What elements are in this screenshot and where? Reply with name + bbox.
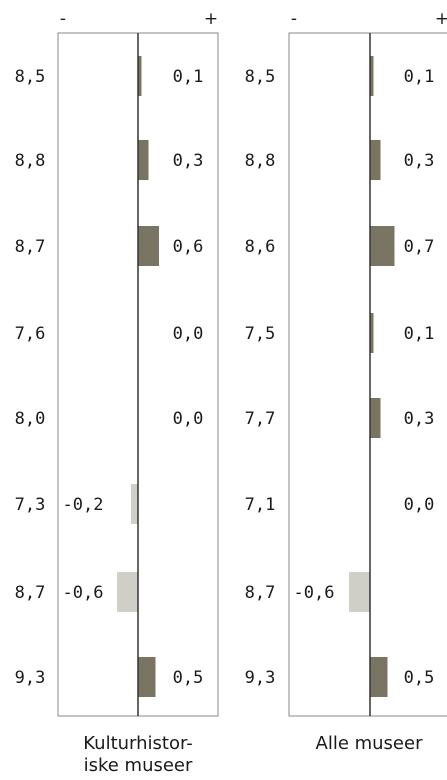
score-label: 8,8	[15, 151, 46, 171]
score-label: 7,1	[245, 495, 276, 515]
panel-alle-plus-label: +	[435, 9, 447, 29]
value-label: 0,1	[404, 324, 435, 344]
bar	[138, 226, 159, 266]
score-label: 8,8	[245, 151, 276, 171]
bar	[370, 56, 374, 96]
score-label: 8,7	[15, 237, 46, 257]
score-label: 8,6	[245, 237, 276, 257]
value-label: -0,6	[63, 583, 104, 603]
value-label: 0,3	[173, 151, 204, 171]
score-label: 8,0	[15, 409, 46, 429]
bar	[117, 572, 138, 612]
score-label: 8,7	[15, 583, 46, 603]
bar	[349, 572, 370, 612]
score-label: 8,5	[245, 67, 276, 87]
panel-alle-caption: Alle museer	[316, 733, 424, 754]
score-label: 7,3	[15, 495, 46, 515]
bar	[370, 226, 395, 266]
value-label: -0,6	[294, 583, 335, 603]
value-label: 0,3	[404, 409, 435, 429]
value-label: 0,1	[173, 67, 204, 87]
value-label: 0,0	[173, 409, 204, 429]
score-label: 7,5	[245, 324, 276, 344]
score-label: 7,6	[15, 324, 46, 344]
bar	[370, 398, 381, 438]
panel-kulturhistoriske-caption: iske museer	[84, 755, 193, 776]
score-label: 9,3	[245, 668, 276, 688]
score-label: 7,7	[245, 409, 276, 429]
bar	[131, 484, 138, 524]
value-label: -0,2	[63, 495, 104, 515]
value-label: 0,6	[173, 237, 204, 257]
panel-kulturhistoriske-caption: Kulturhistor-	[83, 733, 192, 754]
bar	[138, 657, 156, 697]
value-label: 0,0	[404, 495, 435, 515]
panel-alle-minus-label: -	[291, 9, 297, 29]
panel-kulturhistoriske-minus-label: -	[60, 9, 66, 29]
bar	[370, 657, 388, 697]
bar	[370, 140, 381, 180]
score-label: 9,3	[15, 668, 46, 688]
value-label: 0,5	[173, 668, 204, 688]
value-label: 0,0	[173, 324, 204, 344]
panel-kulturhistoriske-plus-label: +	[204, 9, 218, 29]
panel-alle-frame	[288, 32, 447, 717]
bar	[370, 313, 374, 353]
score-label: 8,5	[15, 67, 46, 87]
value-label: 0,7	[404, 237, 435, 257]
bar	[138, 140, 149, 180]
score-label: 8,7	[245, 583, 276, 603]
value-label: 0,5	[404, 668, 435, 688]
bar	[138, 56, 142, 96]
value-label: 0,3	[404, 151, 435, 171]
value-label: 0,1	[404, 67, 435, 87]
